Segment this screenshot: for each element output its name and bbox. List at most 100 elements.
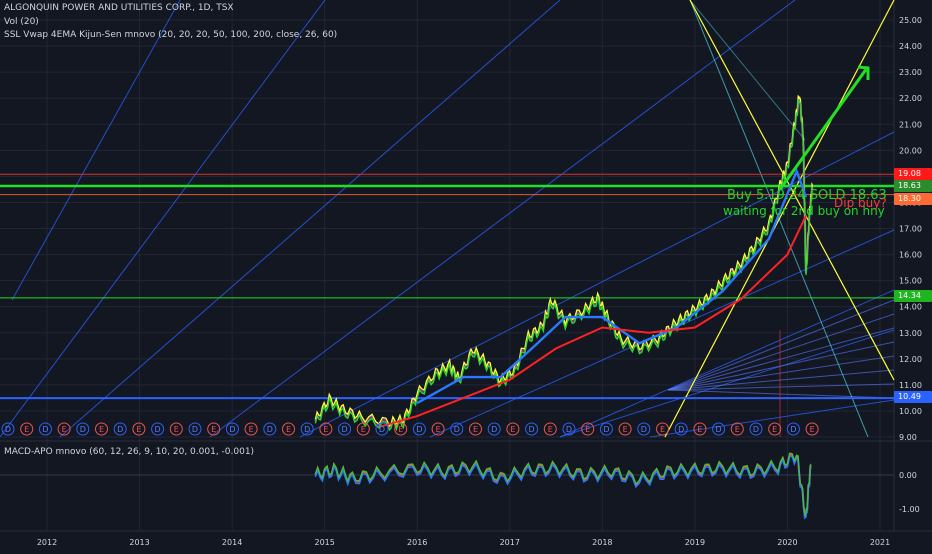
earnings-marker — [394, 422, 408, 436]
earnings-marker-label: E — [99, 425, 104, 434]
earnings-marker — [469, 422, 482, 436]
dividend-marker — [450, 422, 464, 436]
price-tick-label: 22.00 — [899, 94, 922, 103]
earnings-marker-label: E — [286, 425, 291, 434]
price-tick-label: 12.00 — [899, 355, 922, 364]
dividend-marker — [1, 422, 15, 436]
price-tick-label: 11.00 — [899, 381, 922, 390]
trendline — [11, 0, 181, 301]
earnings-marker-label: E — [24, 425, 29, 434]
dividend-marker-label: D — [416, 425, 422, 434]
price-tick-label: 9.00 — [899, 433, 917, 442]
yellow-line-up — [664, 0, 895, 438]
dividend-marker — [188, 422, 202, 436]
earnings-marker — [132, 422, 146, 436]
dividend-marker-label: D — [117, 425, 123, 434]
earnings-marker-label: E — [735, 425, 740, 434]
earnings-marker — [57, 422, 71, 436]
price-tick-label: 17.00 — [899, 225, 922, 234]
earnings-marker — [207, 422, 221, 436]
dividend-marker — [375, 422, 389, 436]
grid-lines — [0, 0, 894, 530]
fan-line — [667, 327, 895, 391]
dividend-marker — [712, 422, 726, 436]
dividend-marker — [300, 422, 314, 436]
dividend-marker — [338, 422, 352, 436]
fan-line — [667, 369, 895, 391]
price-tick-label: 10.00 — [899, 407, 922, 416]
earnings-marker — [319, 422, 333, 436]
annotation-waiting: waiting for 2nd buy on hny — [723, 204, 885, 218]
dividend-marker — [412, 422, 426, 436]
cyan-line-2 — [689, 0, 806, 141]
macd-label: MACD-APO mnovo (60, 12, 26, 9, 10, 20, 0… — [4, 447, 255, 457]
earnings-marker — [506, 422, 520, 436]
earnings-marker-label: E — [398, 425, 403, 434]
earnings-marker — [431, 422, 445, 436]
trendline — [559, 329, 895, 438]
earnings-marker-label: E — [323, 425, 328, 434]
volume-label: Vol (20) — [4, 17, 39, 27]
trendline — [559, 289, 895, 438]
annotation-dip-buy: Dip buy? — [834, 196, 887, 210]
time-tick-label: 2018 — [592, 538, 612, 547]
earnings-marker-label: E — [249, 425, 254, 434]
time-tick-label: 2020 — [777, 538, 797, 547]
price-tick-label: 24.00 — [899, 42, 922, 51]
dividend-marker — [786, 422, 800, 436]
time-tick-label: 2013 — [129, 538, 149, 547]
price-tick-label: 25.00 — [899, 16, 922, 25]
green-arrow-head — [857, 65, 870, 80]
earnings-marker-label: E — [548, 425, 553, 434]
fan-line — [667, 383, 895, 391]
time-tick-label: 2019 — [685, 538, 705, 547]
earnings-marker — [282, 422, 295, 436]
trendline — [0, 0, 326, 438]
dividend-marker — [263, 422, 277, 436]
yellow-line-down — [689, 0, 895, 381]
time-axis: 2012 2013 2014 2015 2016 2017 2018 2019 2020 2021 — [37, 538, 890, 547]
dividend-marker-label: D — [192, 425, 198, 434]
earnings-marker-label: E — [211, 425, 216, 434]
dividend-marker — [487, 422, 501, 436]
fan-line — [667, 313, 895, 391]
macd-tick-label: 0.00 — [899, 471, 917, 480]
time-tick-label: 2012 — [37, 538, 57, 547]
green-arrow-shaft — [778, 68, 868, 191]
dividend-marker-label: D — [454, 425, 460, 434]
dividend-marker-label: D — [753, 425, 759, 434]
earnings-marker — [356, 422, 370, 436]
dividend-marker-label: D — [716, 425, 722, 434]
dividend-marker-label: D — [155, 425, 161, 434]
earnings-marker — [244, 422, 258, 436]
earnings-marker — [693, 422, 707, 436]
fan-line — [667, 389, 895, 399]
price-tick-label: 21.00 — [899, 120, 922, 129]
macd-line-green — [314, 452, 812, 517]
trendline-group — [0, 0, 895, 438]
dividend-marker — [674, 422, 688, 436]
annotation-buy-sold: Buy 5.19.24 SOLD 18.63 — [727, 188, 887, 203]
earnings-marker-label: E — [772, 425, 777, 434]
earnings-marker — [730, 422, 744, 436]
dividend-marker — [562, 422, 576, 436]
fan-line — [667, 341, 895, 391]
fan-line — [667, 355, 895, 391]
dividend-marker — [599, 422, 613, 436]
earnings-marker-label: E — [697, 425, 702, 434]
dividend-marker-label: D — [304, 425, 310, 434]
earnings-marker-label: E — [62, 425, 67, 434]
ema-red-line — [379, 215, 807, 428]
price-tick-label: 16.00 — [899, 251, 922, 260]
earnings-marker — [581, 422, 595, 436]
indicator-label: SSL Vwap 4EMA Kijun-Sen mnovo (20, 20, 2… — [4, 30, 338, 40]
dividend-marker — [113, 422, 127, 436]
macd-line-blue — [314, 455, 812, 520]
dividend-marker — [525, 422, 539, 436]
earnings-marker — [768, 422, 782, 436]
price-line-yellow — [314, 94, 813, 428]
